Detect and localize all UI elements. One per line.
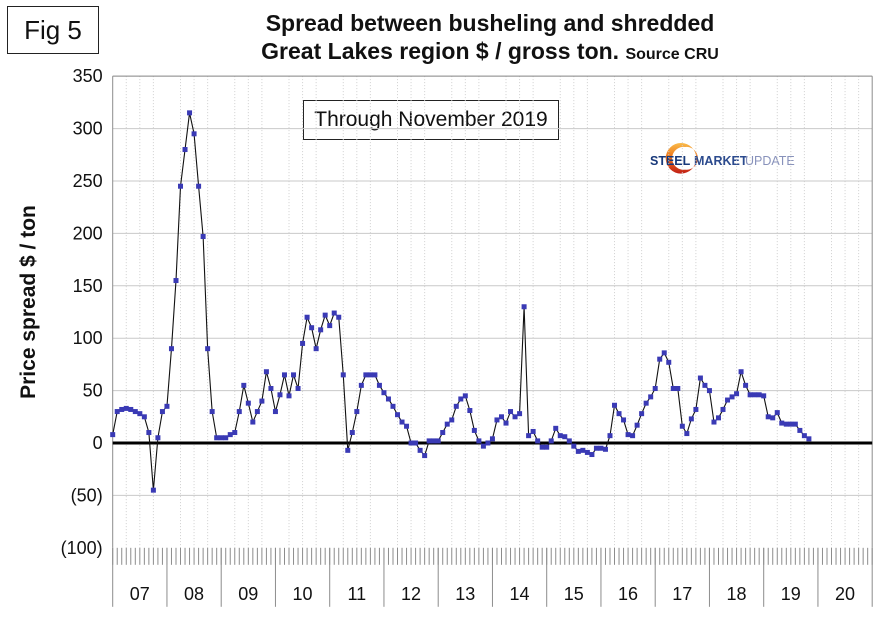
svg-text:(50): (50) <box>71 485 103 505</box>
svg-text:18: 18 <box>727 584 747 604</box>
svg-text:50: 50 <box>83 381 103 401</box>
svg-text:19: 19 <box>781 584 801 604</box>
svg-text:17: 17 <box>672 584 692 604</box>
svg-text:09: 09 <box>238 584 258 604</box>
svg-text:20: 20 <box>835 584 855 604</box>
svg-text:15: 15 <box>564 584 584 604</box>
svg-text:13: 13 <box>455 584 475 604</box>
svg-text:150: 150 <box>73 276 103 296</box>
svg-text:0: 0 <box>93 433 103 453</box>
svg-text:350: 350 <box>73 66 103 86</box>
svg-text:08: 08 <box>184 584 204 604</box>
svg-text:250: 250 <box>73 171 103 191</box>
svg-text:200: 200 <box>73 223 103 243</box>
svg-text:12: 12 <box>401 584 421 604</box>
svg-text:10: 10 <box>293 584 313 604</box>
svg-text:16: 16 <box>618 584 638 604</box>
svg-text:100: 100 <box>73 328 103 348</box>
svg-text:(100): (100) <box>61 538 103 558</box>
svg-text:14: 14 <box>510 584 530 604</box>
svg-text:07: 07 <box>130 584 150 604</box>
svg-text:11: 11 <box>347 584 366 604</box>
svg-text:300: 300 <box>73 119 103 139</box>
